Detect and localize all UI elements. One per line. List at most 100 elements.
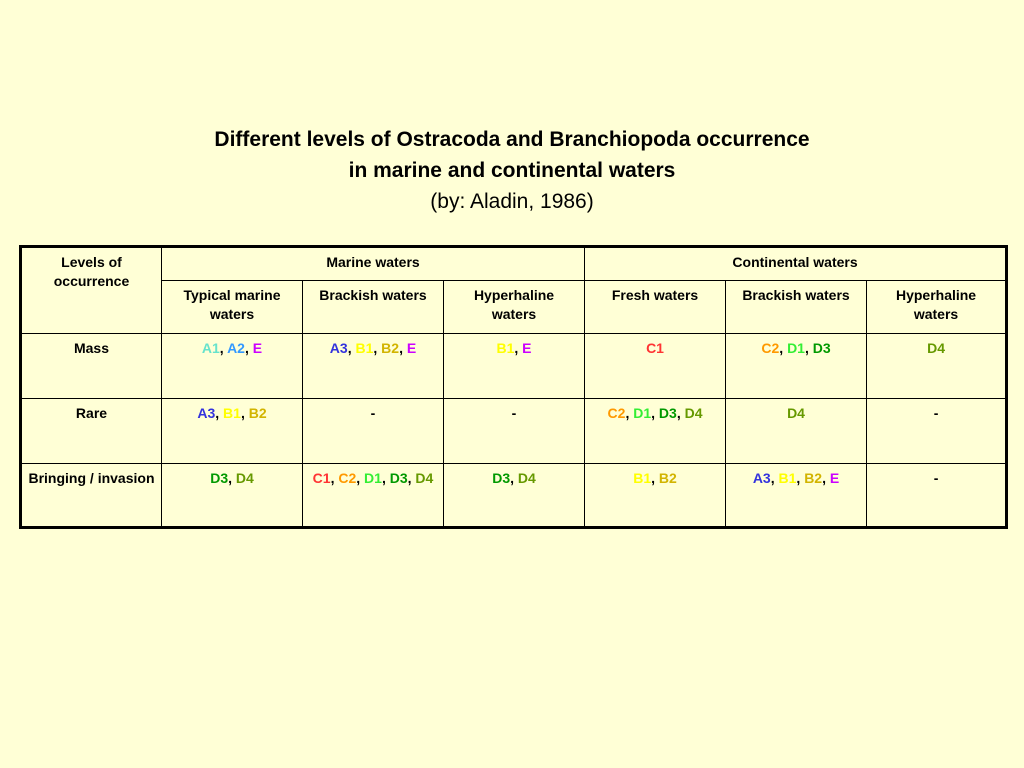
group-code: E bbox=[522, 340, 532, 356]
group-code: D1 bbox=[787, 340, 805, 356]
group-code: - bbox=[370, 405, 376, 421]
table-cell: - bbox=[866, 398, 1008, 464]
group-code: D4 bbox=[684, 405, 703, 421]
group-code: B1 bbox=[355, 340, 374, 356]
group-code: A3 bbox=[752, 470, 771, 486]
separator: , bbox=[240, 405, 249, 421]
group-code: D4 bbox=[517, 470, 536, 486]
separator: , bbox=[219, 340, 228, 356]
separator: , bbox=[514, 340, 523, 356]
column-header: Typical marine waters bbox=[161, 280, 303, 334]
group-code: B1 bbox=[223, 405, 241, 421]
table-row: Bringing / invasion D3, D4 C1, C2, D1, D3,… bbox=[20, 463, 1008, 528]
table-cell: A3, B1, B2, E bbox=[725, 463, 868, 528]
table-cell: C2, D1, D3 bbox=[725, 333, 868, 399]
corner-header: Levels of occurrence bbox=[20, 246, 162, 334]
table-cell: C1, C2, D1, D3, D4 bbox=[302, 463, 444, 528]
table-cell: A3, B1, B2 bbox=[161, 398, 303, 464]
separator: , bbox=[356, 470, 365, 486]
group-header-continental: Continental waters bbox=[584, 246, 1008, 281]
group-header-marine: Marine waters bbox=[160, 246, 586, 281]
separator: , bbox=[625, 405, 634, 421]
separator: , bbox=[510, 470, 518, 486]
table-cell: D3, D4 bbox=[442, 463, 586, 528]
separator: , bbox=[651, 470, 659, 486]
group-code: - bbox=[933, 405, 939, 421]
table-row: Mass A1, A2, E A3, B1, B2, E B1, E C1 C2, D1,… bbox=[20, 333, 1008, 399]
group-code: C2 bbox=[761, 340, 780, 356]
table-column-header-row: Typical marine waters Brackish waters Hy… bbox=[21, 280, 1008, 334]
separator: , bbox=[373, 340, 382, 356]
group-code: B1 bbox=[633, 470, 652, 486]
group-code: D4 bbox=[415, 470, 434, 486]
table-cell: B1, B2 bbox=[584, 463, 727, 528]
group-code: D1 bbox=[364, 470, 382, 486]
table-row: Rare A3, B1, B2- - C2, D1, D3, D4 D4- bbox=[20, 398, 1008, 464]
row-label: Bringing / invasion bbox=[20, 463, 162, 528]
separator: , bbox=[381, 470, 390, 486]
column-header: Brackish waters bbox=[725, 280, 868, 334]
group-code: D3 bbox=[492, 470, 511, 486]
group-code: D1 bbox=[633, 405, 652, 421]
group-code: E bbox=[829, 470, 840, 486]
table-cell: B1, E bbox=[442, 333, 586, 399]
table-cell: D4 bbox=[866, 333, 1008, 399]
column-header: Hyperhaline waters bbox=[866, 280, 1008, 334]
group-code: A1 bbox=[201, 340, 220, 356]
group-code: A3 bbox=[329, 340, 348, 356]
group-code: B2 bbox=[658, 470, 677, 486]
table-cell: C1 bbox=[584, 333, 727, 399]
separator: , bbox=[228, 470, 236, 486]
table-cell: - bbox=[866, 463, 1008, 528]
group-code: D4 bbox=[927, 340, 945, 356]
separator: , bbox=[330, 470, 339, 486]
group-code: D3 bbox=[812, 340, 831, 356]
group-code: D3 bbox=[658, 405, 677, 421]
separator: , bbox=[651, 405, 659, 421]
group-code: D4 bbox=[235, 470, 254, 486]
table-cell: - bbox=[442, 398, 586, 464]
table-cell: - bbox=[302, 398, 444, 464]
separator: , bbox=[770, 470, 779, 486]
group-code: E bbox=[406, 340, 417, 356]
table-cell: D4 bbox=[725, 398, 868, 464]
table-cell: A1, A2, E bbox=[161, 333, 303, 399]
group-code: A2 bbox=[227, 340, 245, 356]
table-group-header-row: Levels of occurrence Marine waters Conti… bbox=[20, 246, 1008, 334]
slide-title-block: Different levels of Ostracoda and Branch… bbox=[0, 124, 1024, 217]
group-code: B1 bbox=[496, 340, 515, 356]
table-cell: A3, B1, B2, E bbox=[302, 333, 444, 399]
separator: , bbox=[215, 405, 224, 421]
group-code: A3 bbox=[197, 405, 216, 421]
table-cell: D3, D4 bbox=[161, 463, 303, 528]
group-code: B1 bbox=[778, 470, 797, 486]
separator: , bbox=[676, 405, 685, 421]
group-code: E bbox=[252, 340, 263, 356]
group-code: C2 bbox=[607, 405, 626, 421]
group-code: D4 bbox=[787, 405, 805, 421]
group-code: C2 bbox=[338, 470, 357, 486]
group-code: B2 bbox=[381, 340, 400, 356]
column-header: Brackish waters bbox=[302, 280, 444, 334]
separator: , bbox=[407, 470, 416, 486]
slide-title-line-2: in marine and continental waters bbox=[348, 159, 676, 182]
group-code: D3 bbox=[210, 470, 229, 486]
row-label: Mass bbox=[20, 333, 162, 399]
group-code: C1 bbox=[312, 470, 331, 486]
separator: , bbox=[399, 340, 407, 356]
group-code: B2 bbox=[804, 470, 823, 486]
column-header: Hyperhaline waters bbox=[442, 280, 586, 334]
separator: , bbox=[804, 340, 813, 356]
slide-title-line-1: Different levels of Ostracoda and Branch… bbox=[214, 128, 810, 151]
column-header: Fresh waters bbox=[584, 280, 727, 334]
group-code: - bbox=[511, 405, 517, 421]
separator: , bbox=[347, 340, 356, 356]
group-code: C1 bbox=[646, 340, 664, 356]
separator: , bbox=[779, 340, 788, 356]
row-label: Rare bbox=[20, 398, 162, 464]
table-cell: C2, D1, D3, D4 bbox=[584, 398, 727, 464]
group-code: B2 bbox=[248, 405, 267, 421]
slide-subtitle: (by: Aladin, 1986) bbox=[430, 190, 594, 213]
separator: , bbox=[822, 470, 830, 486]
group-code: D3 bbox=[389, 470, 408, 486]
